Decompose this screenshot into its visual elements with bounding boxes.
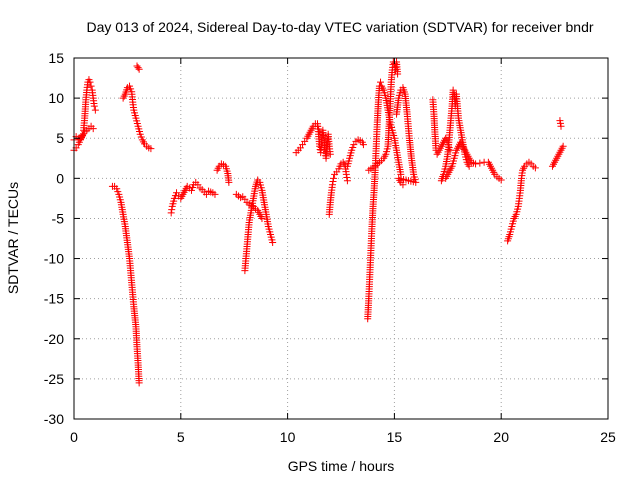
data-point bbox=[342, 170, 350, 178]
data-point bbox=[465, 162, 473, 170]
data-point bbox=[90, 102, 98, 110]
data-point-interp bbox=[343, 174, 351, 182]
data-point bbox=[359, 141, 367, 149]
y-tick-label: -20 bbox=[44, 331, 64, 347]
data-point-interp bbox=[168, 206, 176, 214]
data-point bbox=[399, 181, 407, 189]
data-point bbox=[167, 209, 175, 217]
y-tick-label: 15 bbox=[48, 50, 64, 66]
data-point bbox=[211, 190, 219, 198]
data-point bbox=[559, 142, 567, 150]
data-point bbox=[472, 160, 480, 168]
data-point bbox=[343, 177, 351, 185]
data-point bbox=[394, 70, 402, 78]
y-tick-label: 10 bbox=[48, 90, 64, 106]
x-tick-label: 10 bbox=[280, 429, 296, 445]
y-tick-label: 5 bbox=[56, 130, 64, 146]
x-tick-label: 15 bbox=[387, 429, 403, 445]
y-tick-label: -25 bbox=[44, 371, 64, 387]
data-point bbox=[147, 145, 155, 153]
y-tick-label: -10 bbox=[44, 251, 64, 267]
data-point bbox=[330, 174, 338, 182]
data-point bbox=[531, 164, 539, 172]
x-tick-label: 20 bbox=[493, 429, 509, 445]
data-point bbox=[449, 86, 457, 94]
data-point bbox=[87, 82, 95, 90]
y-axis-label: SDTVAR / TECUs bbox=[5, 182, 21, 294]
y-tick-label: -30 bbox=[44, 411, 64, 427]
x-axis-label: GPS time / hours bbox=[288, 458, 395, 474]
data-point bbox=[134, 64, 142, 72]
data-point bbox=[135, 65, 143, 73]
x-tick-label: 0 bbox=[70, 429, 78, 445]
data-point bbox=[91, 106, 99, 114]
y-tick-label: -15 bbox=[44, 291, 64, 307]
data-point bbox=[135, 379, 143, 387]
data-point bbox=[86, 78, 94, 86]
y-tick-label: -5 bbox=[52, 210, 65, 226]
data-point bbox=[269, 239, 277, 247]
data-point bbox=[476, 159, 484, 167]
data-point bbox=[258, 214, 266, 222]
data-point bbox=[79, 131, 87, 139]
data-point bbox=[557, 122, 565, 130]
data-point bbox=[328, 181, 336, 189]
data-point bbox=[326, 150, 334, 158]
data-point bbox=[89, 125, 97, 133]
plot-frame bbox=[73, 57, 609, 420]
x-tick-label: 5 bbox=[177, 429, 185, 445]
data-point bbox=[377, 78, 385, 86]
grid-lines bbox=[74, 58, 608, 419]
data-point bbox=[225, 178, 233, 186]
data-points bbox=[70, 58, 567, 387]
axis-ticks: 0 5 10 15 20 25 -30 -25 -20 -15 -10 -5 0 5 10 15 bbox=[44, 50, 616, 445]
chart-title: Day 013 of 2024, Sidereal Day-to-day VTE… bbox=[86, 19, 593, 35]
data-point-interp bbox=[329, 178, 337, 186]
x-tick-label: 25 bbox=[600, 429, 616, 445]
y-tick-label: 0 bbox=[56, 170, 64, 186]
data-point bbox=[497, 176, 505, 184]
